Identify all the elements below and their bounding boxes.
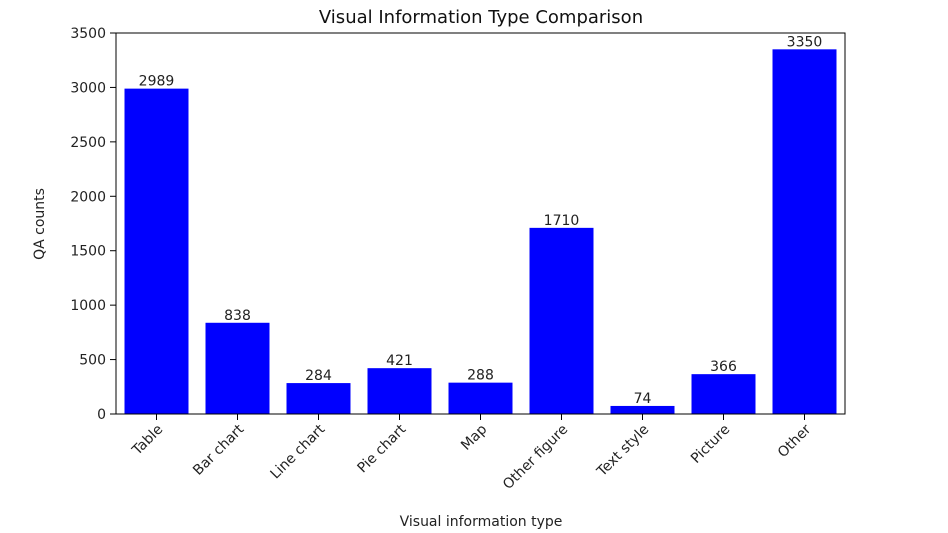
bar-value-label: 2989 [139,74,175,90]
bar-value-label: 3350 [787,34,823,50]
bar [529,227,594,414]
x-tick-label: Table [129,422,167,460]
bar [205,322,270,414]
x-tick-label: Picture [688,422,733,467]
bar [448,382,513,414]
bar-value-label: 838 [224,308,251,324]
y-tick-label: 1000 [70,298,106,314]
bar-value-label: 288 [467,368,494,384]
x-tick-label: Other [775,421,815,461]
y-axis-label: QA counts [32,188,48,260]
x-tick-label: Text style [593,422,652,481]
bar-value-label: 1710 [544,213,580,229]
x-tick-label: Map [458,421,490,453]
y-tick-label: 2000 [70,189,106,205]
bar [772,49,837,414]
x-tick-label: Pie chart [355,421,410,476]
bar-value-label: 421 [386,353,413,369]
bar-value-label: 284 [305,368,332,384]
bar [610,405,675,414]
bar [286,383,351,414]
chart-title: Visual Information Type Comparison [319,7,643,28]
y-tick-label: 500 [79,353,106,369]
y-tick-label: 3000 [70,80,106,96]
y-tick-label: 0 [97,407,106,423]
x-tick-label: Bar chart [190,421,247,478]
bar [367,368,432,414]
y-tick-label: 2500 [70,135,106,151]
bar [691,374,756,414]
x-tick-label: Other figure [500,422,571,493]
plot-frame [115,32,846,415]
bar [124,88,189,414]
plot-area: 0 500 1000 1500 2000 2500 3000 3500 2989 Table 838… [70,26,846,493]
bar-value-label: 366 [710,359,737,375]
bar-value-label: 74 [634,391,652,407]
y-tick-label: 3500 [70,26,106,42]
x-tick-label: Line chart [267,421,328,482]
x-axis-label: Visual information type [400,514,563,530]
y-tick-label: 1500 [70,244,106,260]
